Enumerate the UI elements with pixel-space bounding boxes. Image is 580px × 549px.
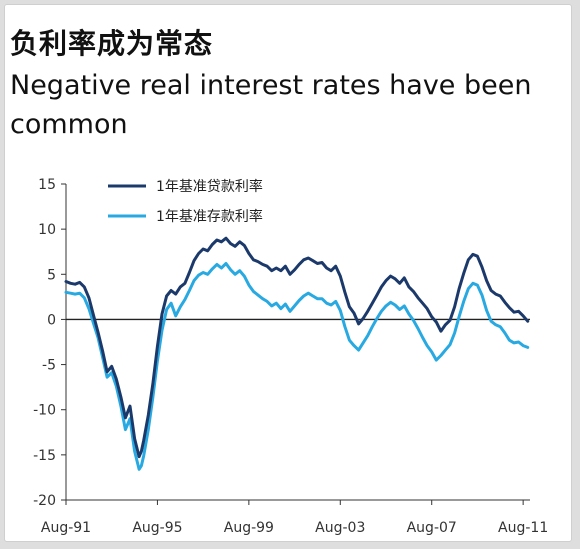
series-line-deposit-rate [64, 262, 530, 471]
y-tick-label: -20 [33, 493, 56, 509]
x-tick-label: Aug-07 [407, 520, 457, 536]
chart-title-en: Negative real interest rates have been c… [10, 70, 532, 140]
chart-title-cn: 负利率成为常态 [10, 27, 214, 60]
legend-label: 1年基准存款利率 [156, 208, 263, 225]
chart-axes: 15 10 5 0 -5 -10 -15 -20 Aug-91 Aug-95 Aug-99 Aug-0… [33, 177, 548, 536]
x-tick-label: Aug-91 [41, 520, 91, 536]
chart-lines [64, 236, 530, 471]
y-tick-label: 10 [38, 222, 56, 238]
chart-legend: 1年基准贷款利率 1年基准存款利率 [108, 178, 263, 225]
series-line-loan-rate [64, 236, 530, 459]
y-tick-label: 0 [47, 312, 56, 328]
y-tick-label: 15 [38, 177, 56, 193]
y-tick-label: -15 [33, 448, 56, 464]
y-tick-label: -10 [33, 403, 56, 419]
x-tick-label: Aug-11 [498, 520, 548, 536]
x-tick-label: Aug-99 [224, 520, 274, 536]
y-tick-label: -5 [42, 358, 56, 374]
y-tick-label: 5 [47, 267, 56, 283]
legend-label: 1年基准贷款利率 [156, 178, 263, 195]
x-tick-label: Aug-95 [132, 520, 182, 536]
x-tick-label: Aug-03 [315, 520, 365, 536]
